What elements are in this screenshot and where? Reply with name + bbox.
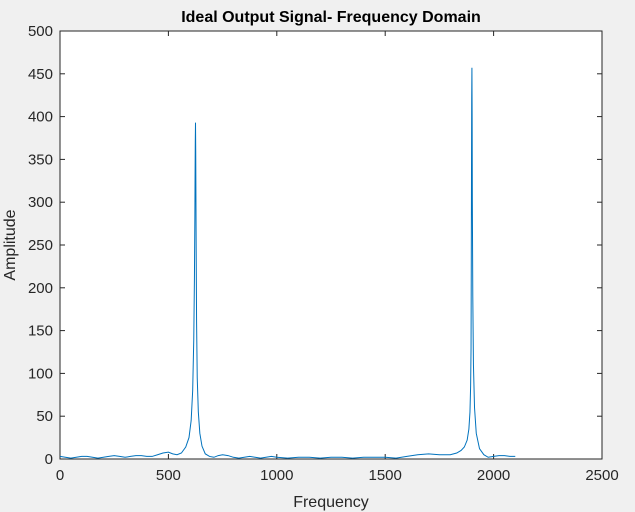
y-tick-label: 450 (28, 66, 53, 83)
y-tick-label: 350 (28, 151, 53, 168)
y-tick-label: 100 (28, 365, 53, 382)
x-axis-label: Frequency (293, 494, 369, 511)
y-tick-label: 250 (28, 237, 53, 254)
y-tick-label: 200 (28, 280, 53, 297)
y-tick-label: 0 (45, 451, 53, 468)
x-tick-label: 500 (156, 467, 181, 484)
y-tick-label: 150 (28, 323, 53, 340)
y-tick-label: 300 (28, 194, 53, 211)
y-axis-label: Amplitude (2, 209, 19, 280)
y-tick-label: 50 (36, 408, 53, 425)
x-tick-label: 0 (56, 467, 64, 484)
y-tick-label: 500 (28, 23, 53, 40)
axis-ticks (59, 30, 603, 460)
x-tick-label: 1500 (369, 467, 402, 484)
x-tick-label: 2500 (585, 467, 618, 484)
x-tick-label: 1000 (260, 467, 293, 484)
chart-title: Ideal Output Signal- Frequency Domain (181, 9, 481, 26)
y-tick-label: 400 (28, 109, 53, 126)
plot-area (59, 30, 603, 460)
series-line (59, 67, 516, 459)
x-tick-labels: 0 500 1000 1500 2000 2500 (56, 467, 619, 484)
y-tick-labels: 0 50 100 150 200 250 300 350 400 450 500 (28, 23, 53, 468)
x-tick-label: 2000 (477, 467, 510, 484)
